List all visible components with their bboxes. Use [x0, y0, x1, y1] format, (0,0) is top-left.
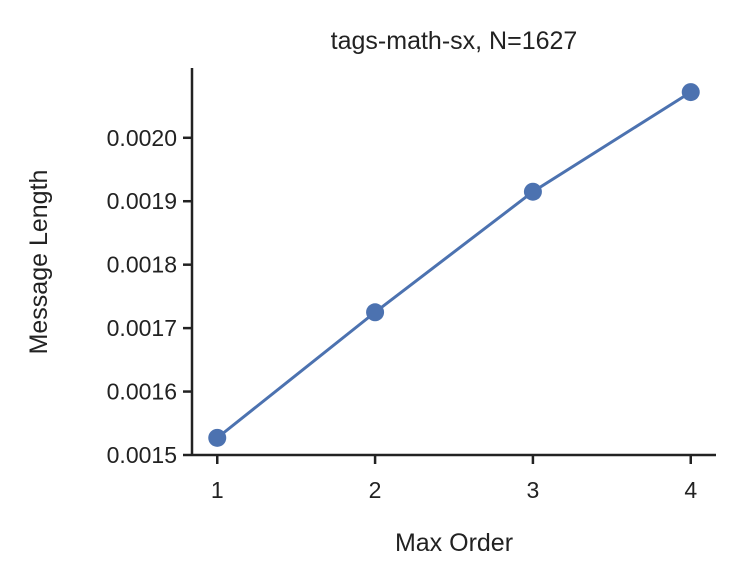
series-line: [216, 90, 692, 440]
x-ticks: 1 2 3 4: [211, 455, 697, 503]
x-tick-label: 2: [369, 477, 382, 503]
x-tick-label: 1: [211, 477, 224, 503]
x-tick-label: 4: [684, 477, 697, 503]
x-tick-label: 3: [527, 477, 540, 503]
y-tick-label: 0.0018: [107, 252, 177, 278]
y-tick-label: 0.0019: [107, 188, 177, 214]
data-point: [523, 182, 542, 201]
y-ticks: 0.0015 0.0016 0.0017 0.0018 0.0019 0.0020: [107, 125, 192, 468]
data-point: [366, 303, 385, 322]
y-tick-label: 0.0020: [107, 125, 177, 151]
chart-title: tags-math-sx, N=1627: [331, 27, 578, 55]
y-tick-label: 0.0015: [107, 442, 177, 468]
y-tick-label: 0.0016: [107, 379, 177, 405]
x-axis-label: Max Order: [395, 529, 513, 557]
series-layer: [208, 83, 700, 447]
data-point: [681, 83, 700, 102]
y-tick-label: 0.0017: [107, 315, 177, 341]
y-axis-label: Message Length: [25, 170, 53, 355]
data-point: [208, 428, 227, 447]
